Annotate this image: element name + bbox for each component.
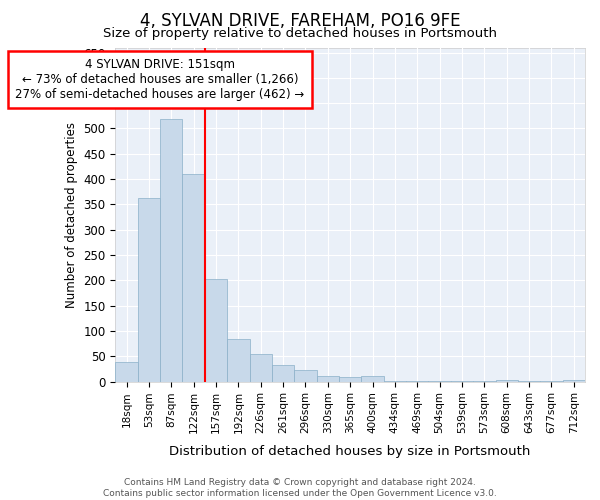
- Bar: [384, 380, 406, 382]
- Bar: [339, 377, 361, 382]
- Bar: [227, 339, 250, 382]
- Bar: [205, 280, 227, 382]
- Text: 4, SYLVAN DRIVE, FAREHAM, PO16 9FE: 4, SYLVAN DRIVE, FAREHAM, PO16 9FE: [140, 12, 460, 30]
- Bar: [563, 380, 585, 382]
- Bar: [428, 380, 451, 382]
- Bar: [540, 381, 563, 382]
- Bar: [115, 362, 138, 382]
- Bar: [272, 365, 294, 382]
- Bar: [406, 380, 428, 382]
- Bar: [138, 198, 160, 382]
- Y-axis label: Number of detached properties: Number of detached properties: [65, 122, 78, 308]
- Bar: [317, 376, 339, 382]
- Bar: [518, 381, 540, 382]
- Text: Size of property relative to detached houses in Portsmouth: Size of property relative to detached ho…: [103, 28, 497, 40]
- Bar: [496, 380, 518, 382]
- Bar: [361, 376, 384, 382]
- Bar: [294, 370, 317, 382]
- Bar: [160, 119, 182, 382]
- Bar: [473, 381, 496, 382]
- Bar: [451, 380, 473, 382]
- Bar: [182, 174, 205, 382]
- Bar: [250, 354, 272, 382]
- Text: 4 SYLVAN DRIVE: 151sqm
← 73% of detached houses are smaller (1,266)
27% of semi-: 4 SYLVAN DRIVE: 151sqm ← 73% of detached…: [16, 58, 305, 100]
- Text: Contains HM Land Registry data © Crown copyright and database right 2024.
Contai: Contains HM Land Registry data © Crown c…: [103, 478, 497, 498]
- X-axis label: Distribution of detached houses by size in Portsmouth: Distribution of detached houses by size …: [169, 444, 531, 458]
